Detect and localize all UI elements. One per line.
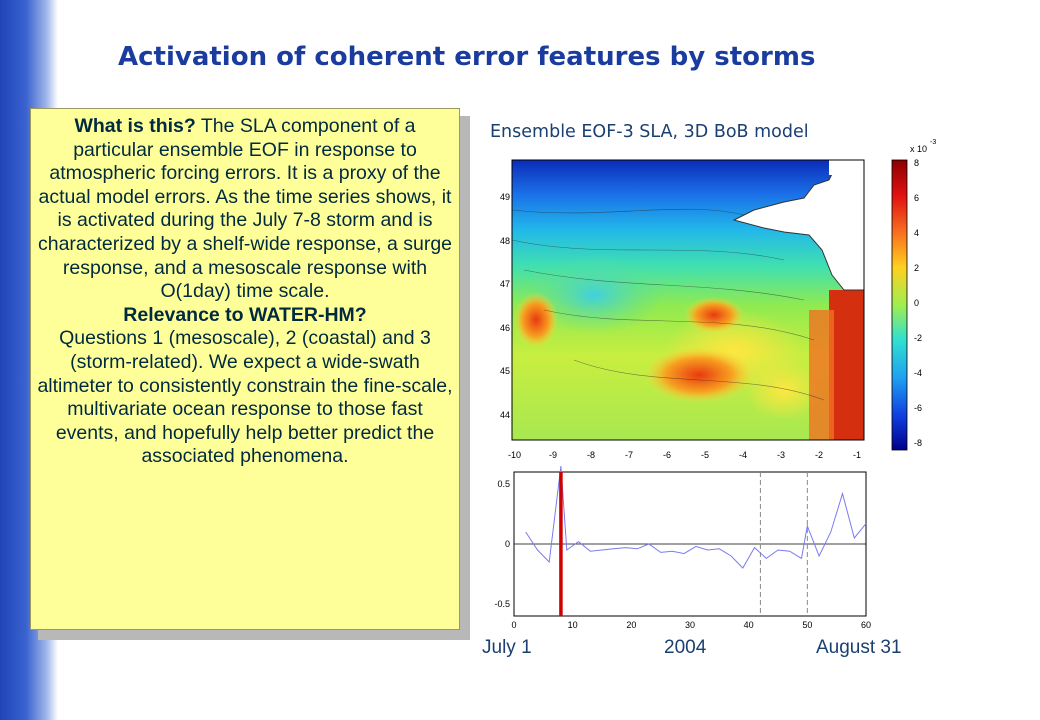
cbar-tick--8: -8 (914, 438, 922, 448)
lon-tick--9: -9 (549, 450, 557, 460)
lat-tick-48: 48 (500, 236, 510, 246)
cbar-tick-6: 6 (914, 193, 919, 203)
cbar-tick--2: -2 (914, 333, 922, 343)
question-what-is-this: What is this? (74, 115, 196, 137)
ts-x-tick-5: 50 (802, 620, 812, 630)
lon-tick--2: -2 (815, 450, 823, 460)
ts-x-tick-3: 30 (685, 620, 695, 630)
description-textbox: What is this? The SLA component of a par… (30, 108, 460, 630)
colorbar: x 10 -3 8 6 4 2 0 -2 -4 -6 -8 (891, 139, 936, 451)
lon-tick--4: -4 (739, 450, 747, 460)
paragraph-2: Relevance to WATER-HM? (35, 304, 455, 328)
colorbar-exponent: x 10 (910, 144, 927, 154)
lat-tick-45: 45 (500, 366, 510, 376)
cbar-tick-4: 4 (914, 228, 919, 238)
question-relevance: Relevance to WATER-HM? (123, 303, 367, 326)
cbar-tick-2: 2 (914, 263, 919, 273)
lon-tick--10: -10 (508, 450, 521, 460)
ts-y-tick-1: 0 (505, 539, 510, 549)
paragraph-1-text: The SLA component of a particular ensemb… (37, 115, 453, 303)
colorbar-gradient (891, 159, 908, 451)
contour-lines (511, 208, 825, 401)
slide-title: Activation of coherent error features by… (118, 42, 816, 72)
label-year: 2004 (664, 637, 707, 658)
ts-x-tick-4: 40 (744, 620, 754, 630)
lon-tick--1: -1 (853, 450, 861, 460)
colorbar-exponent-power: -3 (930, 139, 936, 146)
ts-x-tick-0: 0 (511, 620, 516, 630)
ts-series-line (525, 465, 867, 569)
cbar-tick--4: -4 (914, 368, 922, 378)
label-start-date: July 1 (482, 637, 532, 658)
lon-tick--5: -5 (701, 450, 709, 460)
paragraph-2-text: Questions 1 (mesoscale), 2 (coastal) and… (37, 327, 453, 468)
lat-tick-49: 49 (500, 192, 510, 202)
time-series-chart: 0.5 0 -0.5 0 10 20 30 40 50 60 (494, 465, 871, 630)
ts-x-tick-2: 20 (626, 620, 636, 630)
ts-y-tick-2: -0.5 (494, 599, 510, 609)
lon-tick--8: -8 (587, 450, 595, 460)
paragraph-1: What is this? The SLA component of a par… (35, 115, 455, 304)
map-field (512, 160, 864, 440)
lat-tick-44: 44 (500, 410, 510, 420)
cbar-tick-8: 8 (914, 158, 919, 168)
lon-tick--3: -3 (777, 450, 785, 460)
map-title: Ensemble EOF-3 SLA, 3D BoB model (490, 122, 809, 142)
lat-tick-46: 46 (500, 323, 510, 333)
lat-tick-47: 47 (500, 279, 510, 289)
ts-y-tick-0: 0.5 (497, 479, 510, 489)
lon-tick--6: -6 (663, 450, 671, 460)
label-end-date: August 31 (816, 637, 902, 658)
cbar-tick--6: -6 (914, 403, 922, 413)
sla-map: 49 48 47 46 45 44 -10 -9 -8 -7 -6 -5 -4 … (500, 159, 865, 460)
cbar-tick-0: 0 (914, 298, 919, 308)
lon-tick--7: -7 (625, 450, 633, 460)
ts-x-tick-6: 60 (861, 620, 871, 630)
ts-x-tick-1: 10 (568, 620, 578, 630)
